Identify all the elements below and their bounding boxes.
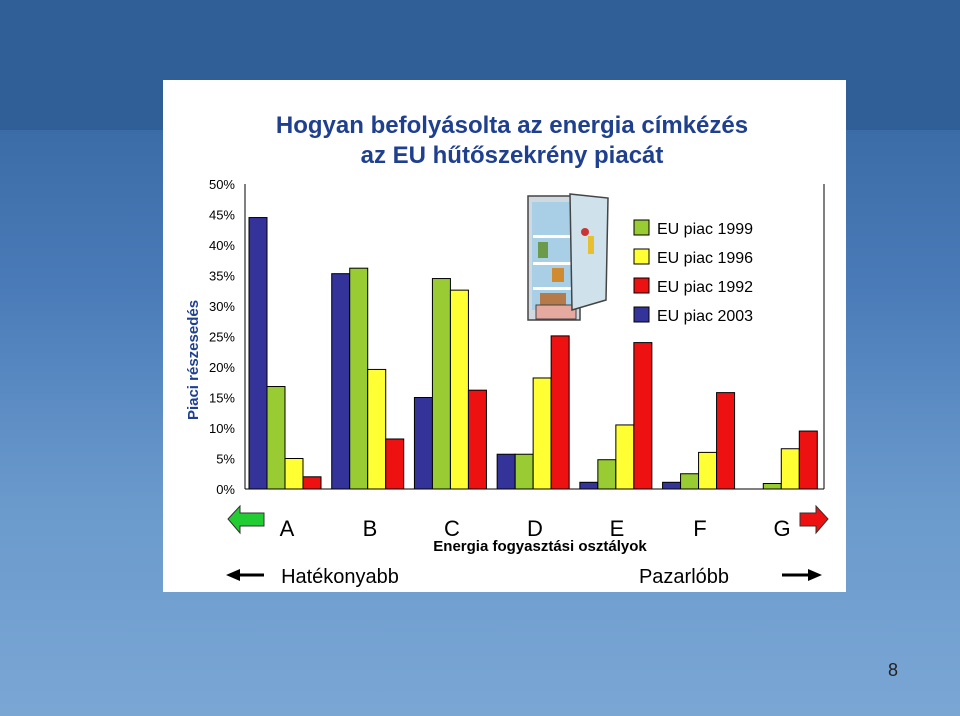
green-arrow-icon (227, 504, 265, 535)
bar-A-eu-piac-1999 (266, 386, 286, 490)
bar-E-eu-piac-1996 (615, 424, 635, 490)
legend: EU piac 1999 EU piac 1996 EU piac 1992 EU p… (633, 219, 753, 325)
bar-D-eu-piac-2003 (496, 453, 516, 490)
legend-swatch (633, 219, 650, 236)
bar-D-eu-piac-1999 (514, 453, 534, 490)
y-tick-label: 5% (216, 452, 235, 467)
y-tick-label: 15% (209, 391, 235, 406)
bar-A-eu-piac-1996 (284, 458, 304, 490)
y-tick-label: 0% (216, 482, 235, 497)
y-tick-label: 20% (209, 360, 235, 375)
y-tick-label: 50% (209, 177, 235, 192)
bar-C-eu-piac-1999 (431, 278, 451, 490)
x-axis-label: Energia fogyasztási osztályok (433, 538, 647, 555)
y-tick-label: 30% (209, 299, 235, 314)
fridge-icon (527, 193, 609, 321)
category-label-E: E (610, 516, 625, 541)
bar-B-eu-piac-1999 (349, 267, 369, 490)
bar-C-eu-piac-2003 (413, 397, 433, 490)
left-arrow-icon (226, 569, 264, 581)
bar-F-eu-piac-1992 (716, 392, 736, 490)
efficient-label: Hatékonyabb (281, 566, 399, 588)
bar-F-eu-piac-1996 (698, 451, 718, 490)
category-label-C: C (444, 516, 460, 541)
category-label-A: A (280, 516, 295, 541)
bar-A-eu-piac-1992 (302, 476, 322, 490)
y-tick-label: 40% (209, 238, 235, 253)
y-tick-label: 25% (209, 330, 235, 345)
legend-swatch (633, 306, 650, 323)
legend-entry: EU piac 1999 (657, 221, 753, 238)
legend-entry: EU piac 2003 (657, 308, 753, 325)
category-label-D: D (527, 516, 543, 541)
y-tick-label: 45% (209, 208, 235, 223)
bar-B-eu-piac-2003 (331, 273, 351, 490)
legend-entry: EU piac 1992 (657, 279, 753, 296)
bar-D-eu-piac-1992 (550, 335, 570, 490)
category-label-B: B (363, 516, 378, 541)
bar-G-eu-piac-1996 (780, 448, 800, 490)
bar-C-eu-piac-1992 (467, 389, 487, 490)
chart-title: Hogyan befolyásolta az energia címkézés (276, 112, 748, 139)
bar-B-eu-piac-1992 (385, 438, 405, 490)
bar-F-eu-piac-2003 (662, 481, 682, 490)
chart-subtitle: az EU hűtőszekrény piacát (361, 142, 664, 169)
category-label-F: F (693, 516, 706, 541)
bar-G-eu-piac-1992 (798, 430, 818, 490)
red-arrow-icon (799, 504, 829, 535)
wasteful-label: Pazarlóbb (639, 566, 729, 588)
bar-G-eu-piac-1999 (762, 483, 782, 490)
bar-E-eu-piac-1992 (633, 342, 653, 490)
chart-panel (163, 80, 846, 592)
right-arrow-icon (782, 569, 822, 581)
bar-A-eu-piac-2003 (248, 217, 268, 490)
bar-C-eu-piac-1996 (449, 289, 469, 490)
bar-F-eu-piac-1999 (680, 473, 700, 490)
y-tick-label: 10% (209, 421, 235, 436)
page-number: 8 (888, 660, 898, 680)
y-tick-label: 35% (209, 269, 235, 284)
legend-entry: EU piac 1996 (657, 250, 753, 267)
bar-D-eu-piac-1996 (532, 377, 552, 490)
legend-swatch (633, 277, 650, 294)
legend-swatch (633, 248, 650, 265)
axes (244, 184, 825, 490)
bar-E-eu-piac-1999 (597, 459, 617, 490)
y-axis-label: Piaci részesedés (185, 300, 202, 420)
bar-E-eu-piac-2003 (579, 481, 599, 490)
bar-B-eu-piac-1996 (367, 368, 387, 490)
category-label-G: G (773, 516, 790, 541)
